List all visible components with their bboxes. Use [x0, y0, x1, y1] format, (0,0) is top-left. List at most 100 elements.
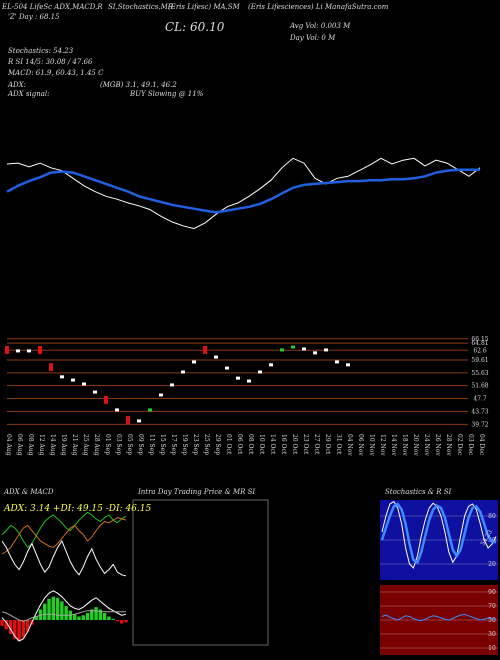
- histogram-bar: [94, 607, 98, 620]
- histogram-bar: [21, 620, 26, 638]
- y-tick-label: 43.73: [471, 408, 488, 415]
- candle: [269, 363, 273, 367]
- y-tick-label: 10: [488, 645, 496, 652]
- x-tick-label: 29 Sep: [214, 434, 221, 455]
- x-tick-label: 26 Nov: [434, 434, 441, 456]
- histogram-bar: [0, 620, 4, 626]
- x-tick-label: 03 Sep: [115, 434, 122, 455]
- header-text: (Eris Lifesciences) Li ManafaSutra.com: [248, 3, 389, 11]
- candle: [214, 355, 218, 359]
- y-tick-label: 70: [488, 603, 496, 610]
- candle: [346, 363, 350, 367]
- header-text: BUY Slowing @ 11%: [129, 90, 204, 98]
- series-line: [381, 500, 497, 569]
- candle: [247, 379, 251, 383]
- candle: [159, 393, 163, 397]
- histogram-bar: [77, 616, 81, 620]
- panel-title: Intra Day Trading Price & MR SI: [137, 488, 255, 496]
- histogram-bar: [51, 596, 56, 620]
- panel-title: Stochastics & R SI: [385, 488, 452, 496]
- header-text: 'Z' Day : 68.15: [8, 13, 60, 21]
- x-tick-label: 14 Oct: [269, 434, 276, 455]
- candle: [126, 415, 130, 424]
- series-line: [1, 610, 126, 622]
- histogram-bar: [17, 620, 21, 641]
- header-text: ADX signal:: [7, 90, 49, 98]
- x-tick-label: 20 Nov: [412, 434, 419, 456]
- y-tick-label: 50: [488, 617, 496, 624]
- series-line: [1, 517, 127, 555]
- histogram-bar: [115, 620, 120, 622]
- x-tick-label: 04 Dec: [478, 434, 485, 456]
- x-tick-label: 29 Oct: [324, 434, 331, 455]
- candle: [104, 395, 108, 404]
- header-text: MACD: 61.9, 60.43, 1.45 C: [7, 69, 104, 77]
- y-tick-label: 39.72: [471, 421, 488, 428]
- x-tick-label: 11 Sep: [148, 434, 155, 455]
- x-tick-label: 01 Sep: [104, 434, 111, 455]
- series-line: [1, 590, 127, 642]
- x-tick-label: 10 Oct: [258, 434, 265, 455]
- x-tick-label: 25 Sep: [203, 434, 210, 455]
- y-tick-label: 20: [488, 561, 496, 568]
- x-tick-label: 20 Oct: [291, 434, 298, 455]
- candle: [258, 370, 262, 374]
- histogram-bar: [107, 616, 111, 620]
- candle: [38, 345, 42, 354]
- candle: [280, 348, 284, 352]
- histogram-bar: [85, 613, 90, 620]
- x-tick-label: 14 Nov: [390, 434, 397, 456]
- candle: [324, 348, 328, 352]
- candle: [203, 345, 207, 354]
- header-text: Avg Vol: 0.003 M: [289, 22, 351, 30]
- x-tick-label: 06 Aug: [16, 434, 23, 456]
- y-tick-label: 47.7: [473, 396, 487, 403]
- histogram-bar: [98, 609, 103, 620]
- histogram-bar: [120, 620, 124, 624]
- x-tick-label: 23 Sep: [192, 434, 199, 455]
- x-tick-label: 12 Aug: [38, 434, 45, 456]
- histogram-bar: [72, 614, 77, 620]
- candle: [148, 408, 152, 412]
- x-tick-label: 14 Aug: [49, 434, 56, 456]
- header-text: (MGB) 3.1, 49.1, 46.2: [100, 81, 177, 89]
- histogram-bar: [81, 615, 85, 620]
- x-tick-label: 28 Aug: [93, 434, 100, 456]
- candle: [291, 345, 295, 349]
- x-tick-label: 04 Nov: [346, 434, 353, 456]
- candle: [71, 378, 75, 382]
- histogram-bar: [102, 613, 107, 620]
- x-tick-label: 28 Nov: [445, 434, 452, 456]
- y-tick-label: 51.68: [471, 383, 488, 390]
- y-tick-label: 80: [488, 513, 496, 520]
- y-tick-label: 55.63: [471, 370, 488, 377]
- histogram-bar: [8, 620, 13, 634]
- candle: [302, 347, 306, 351]
- histogram-bar: [64, 606, 68, 620]
- series-line: [381, 613, 497, 622]
- x-tick-label: 05 Sep: [126, 434, 133, 455]
- x-tick-label: 08 Aug: [27, 434, 34, 456]
- y-tick-label: 64.81: [471, 340, 488, 347]
- header-text: EL-504 LifeSc ADX,MACD,R: [1, 3, 103, 11]
- series-line: [380, 502, 497, 565]
- header-text: Day Vol: 0 M: [289, 34, 336, 42]
- candle: [192, 360, 196, 364]
- x-tick-label: 06 Oct: [236, 434, 243, 455]
- x-tick-label: 03 Dec: [467, 434, 474, 456]
- candle: [181, 370, 185, 374]
- histogram-bar: [4, 620, 8, 630]
- x-tick-label: 01 Oct: [225, 434, 232, 455]
- candle: [313, 351, 317, 355]
- x-tick-label: 31 Oct: [335, 434, 342, 455]
- y-tick-label: 59.61: [471, 357, 488, 364]
- series-line: [1, 511, 127, 549]
- y-tick-label: 30: [488, 631, 496, 638]
- x-tick-label: 02 Dec: [456, 434, 463, 456]
- histogram-bar: [90, 609, 94, 620]
- x-tick-label: 17 Sep: [170, 434, 177, 455]
- histogram-bar: [25, 620, 30, 632]
- candle: [335, 360, 339, 364]
- candle: [137, 419, 141, 423]
